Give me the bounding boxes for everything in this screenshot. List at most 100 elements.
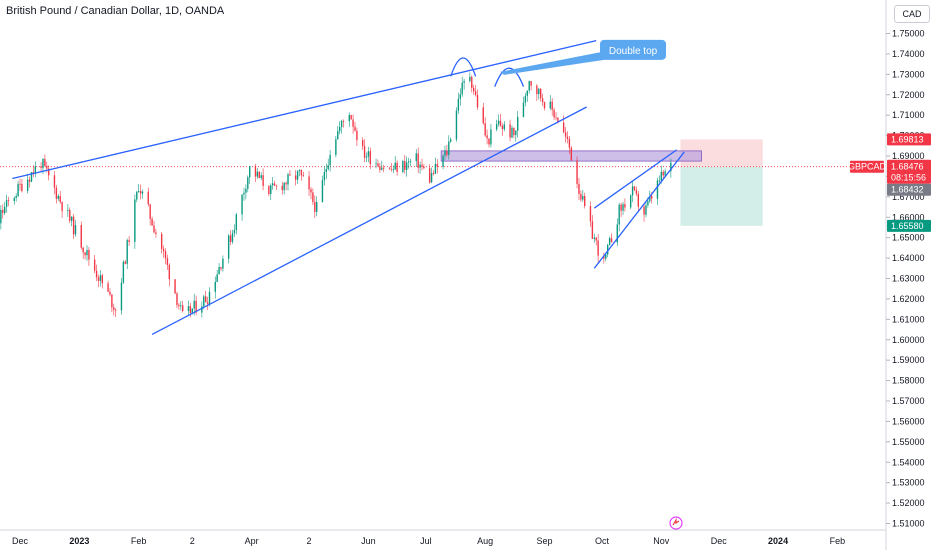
candle (231, 229, 234, 244)
price-tick-label: 1.66000 (892, 212, 925, 222)
candle-body (635, 189, 638, 194)
candle (2, 204, 4, 219)
candle (457, 92, 460, 114)
candle-body (115, 309, 117, 311)
candle-body (392, 169, 394, 171)
candle-body (562, 122, 565, 133)
candle (390, 163, 393, 172)
callout-box (600, 39, 667, 60)
candle-body (566, 136, 569, 139)
candle-body (287, 174, 289, 185)
candle (281, 181, 283, 195)
last-price-tag-bg (887, 159, 931, 184)
candle (461, 76, 463, 97)
candle-body (229, 235, 232, 242)
candle-body (363, 146, 366, 158)
candle-body (17, 183, 19, 197)
candle-body (622, 204, 624, 211)
candle-body (268, 185, 270, 194)
candle (5, 194, 8, 213)
candle-body (74, 225, 77, 235)
candle-body (109, 291, 111, 295)
time-tick-label: 2 (307, 536, 312, 546)
time-tick-label: Oct (595, 536, 610, 546)
candle (40, 162, 42, 172)
candle (164, 248, 167, 265)
target-tag-bg (887, 219, 931, 232)
candle-body (187, 306, 190, 312)
candle (308, 171, 310, 196)
time-tick-label: 2 (190, 536, 195, 546)
candle-body (57, 196, 59, 199)
candle (396, 160, 398, 176)
candle (137, 184, 140, 193)
candle-body (656, 180, 659, 199)
candle (486, 129, 488, 145)
candle-body (30, 172, 33, 182)
candle-body (338, 126, 341, 132)
currency-button[interactable]: CAD (894, 5, 930, 23)
candle-body (189, 306, 192, 314)
candle (635, 186, 638, 197)
candle (15, 193, 17, 202)
candle (80, 221, 82, 250)
price-tick-label: 1.65000 (892, 233, 925, 243)
candle (444, 145, 446, 161)
candle-body (28, 179, 31, 182)
candle-body (182, 305, 184, 312)
candle-body (21, 184, 23, 192)
candle (539, 88, 542, 102)
time-tick-label: 2024 (768, 536, 788, 546)
candle-body (597, 240, 599, 256)
candle-body (482, 107, 484, 124)
candle-body (262, 175, 264, 186)
candle-body (0, 209, 2, 224)
candle-body (162, 248, 165, 252)
candle (564, 127, 567, 143)
candle-body (647, 201, 649, 206)
candle (530, 80, 532, 91)
time-tick-label: Feb (131, 536, 147, 546)
candle-body (605, 254, 607, 259)
candle (656, 177, 659, 205)
candle (367, 146, 370, 163)
candle (499, 113, 502, 127)
candle-body (325, 169, 327, 173)
candle (595, 236, 597, 246)
candle (208, 287, 211, 307)
price-tick-label: 1.69000 (892, 151, 925, 161)
candle (526, 90, 528, 102)
candle (67, 203, 69, 217)
candle-body (576, 160, 578, 184)
candle (365, 152, 368, 162)
candle (28, 176, 31, 188)
candle-body (180, 305, 182, 307)
candle (622, 201, 624, 216)
candle-body (13, 197, 15, 201)
candle (513, 127, 515, 139)
watermark-icon (669, 516, 683, 530)
price-tick-label: 1.52000 (892, 498, 925, 508)
candle (340, 119, 343, 134)
candle (149, 203, 151, 226)
price-tick-label: 1.55000 (892, 437, 925, 447)
candle (354, 121, 356, 132)
candle (97, 274, 100, 288)
candle (57, 194, 59, 201)
candle (591, 215, 594, 240)
candle-body (381, 167, 383, 170)
candle (509, 119, 511, 142)
candle (302, 171, 305, 177)
candle (352, 114, 354, 134)
candle (316, 196, 318, 217)
trendline-upper (12, 40, 597, 180)
trendlines: Double top (12, 39, 685, 336)
candle-body (155, 232, 157, 234)
candle (450, 137, 452, 143)
candle-body (222, 258, 224, 269)
candle-body (442, 155, 444, 167)
candle (497, 114, 500, 127)
